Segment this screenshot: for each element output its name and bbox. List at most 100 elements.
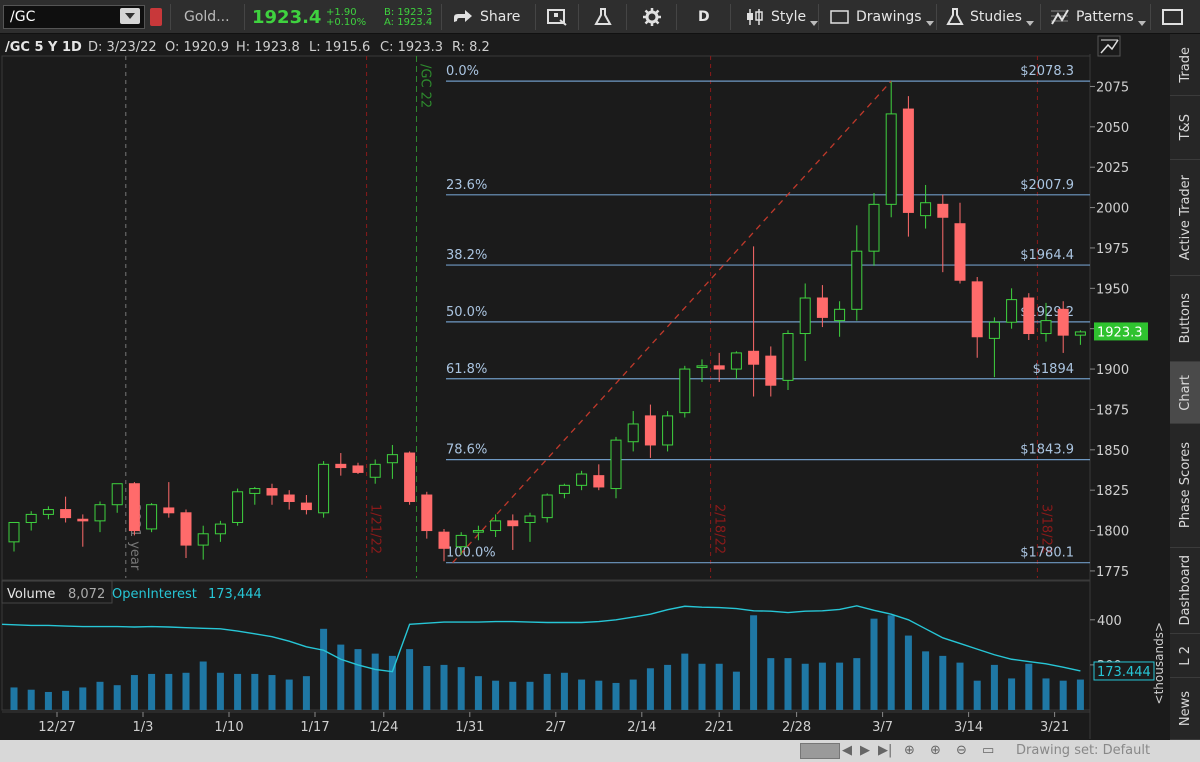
side-tab-phase-scores[interactable]: Phase Scores <box>1170 424 1200 548</box>
candle-body <box>713 365 725 370</box>
maximize-icon <box>1162 9 1183 25</box>
volume-bar <box>853 658 861 710</box>
volume-bar <box>216 672 224 710</box>
vertical-marker-label: /GC 22 <box>417 64 432 108</box>
date-tick-label: 1/17 <box>300 720 329 735</box>
grid-menu-button[interactable] <box>546 0 568 34</box>
patterns-dropdown[interactable]: Patterns <box>1050 0 1146 34</box>
fib-level-price: $2007.9 <box>1020 178 1074 193</box>
volume-bar <box>1059 680 1067 710</box>
price-tick-label: 1825 <box>1096 484 1129 499</box>
date-tick-label: 2/21 <box>705 720 734 735</box>
side-tab-active-trader[interactable]: Active Trader <box>1170 160 1200 276</box>
candle-body <box>730 352 742 370</box>
side-tab-buttons[interactable]: Buttons <box>1170 276 1200 362</box>
side-tab-dashboard[interactable]: Dashboard <box>1170 548 1200 634</box>
volume-bar <box>27 689 35 710</box>
volume-bar <box>268 675 276 710</box>
volume-bar <box>79 687 87 710</box>
volume-bar <box>715 663 723 710</box>
side-tab-t-s[interactable]: T&S <box>1170 96 1200 160</box>
zoom-in-icon[interactable]: ⊕ <box>930 743 941 758</box>
side-tab-news[interactable]: News <box>1170 678 1200 740</box>
flask-button[interactable] <box>594 0 612 34</box>
candle-body <box>576 473 588 486</box>
volume-bar <box>440 664 448 710</box>
drawings-icon <box>830 10 849 24</box>
side-tab-bar: Trade T&S Active Trader Buttons Chart Phase S… <box>1170 34 1200 740</box>
candle-body <box>25 513 37 523</box>
chart-low: L: 1915.6 <box>309 40 370 55</box>
candle-body <box>197 533 209 546</box>
candle-body <box>1074 331 1086 336</box>
candle-body <box>163 507 175 514</box>
fib-level-price: $2078.3 <box>1020 64 1074 79</box>
volume-bar <box>457 667 465 710</box>
open-interest-badge <box>1093 661 1155 681</box>
maximize-button[interactable] <box>1162 0 1184 34</box>
candle-body <box>988 321 1000 339</box>
candle-body <box>421 494 433 532</box>
side-tab-label: Dashboard <box>1177 555 1193 626</box>
candle-body <box>765 355 777 386</box>
symbol-dropdown-button[interactable] <box>120 8 140 24</box>
patterns-label: Patterns <box>1076 9 1134 25</box>
candle-body <box>111 483 123 506</box>
candle-body <box>954 223 966 281</box>
side-tab-chart[interactable]: Chart <box>1170 362 1200 424</box>
volume-bar <box>1042 678 1050 710</box>
candle-body <box>1040 320 1052 335</box>
share-button[interactable]: Share <box>452 0 520 34</box>
candle-body <box>507 520 519 527</box>
studies-dropdown[interactable]: Studies <box>946 0 1034 34</box>
chart-style-icon[interactable] <box>1097 35 1121 57</box>
candle-body <box>266 488 278 496</box>
settings-button[interactable] <box>642 0 662 34</box>
volume-bar <box>320 628 328 710</box>
candle-body <box>490 520 502 532</box>
chart-panel[interactable]: /GC 5 Y 1D D: 3/23/22 O: 1920.9 H: 1923.… <box>0 34 1168 740</box>
volume-value: 8,072 <box>68 587 105 602</box>
candle-body <box>868 203 880 252</box>
volume-bar <box>113 685 121 710</box>
link-icon[interactable] <box>150 8 162 26</box>
drawings-dropdown[interactable]: Drawings <box>830 0 934 34</box>
volume-bar <box>664 664 672 710</box>
pct-change: +0.10% <box>326 17 367 28</box>
current-price-label: 1923.3 <box>1097 325 1143 340</box>
style-dropdown[interactable]: Style <box>745 0 819 34</box>
scroll-end-icon[interactable]: ▶| <box>878 743 893 758</box>
fib-level-percent: 61.8% <box>446 362 487 377</box>
candle-body <box>214 523 226 535</box>
period-dropdown[interactable]: D <box>698 0 710 34</box>
scroll-left-icon[interactable]: ◀ <box>842 743 852 758</box>
scroll-right-icon[interactable]: ▶ <box>860 743 870 758</box>
vertical-marker-label: 1/21/22 <box>368 504 383 554</box>
price-chart[interactable]: /GC 5 Y 1D D: 3/23/22 O: 1920.9 H: 1923.… <box>0 34 1168 740</box>
volume-bar <box>509 681 517 710</box>
candle-body <box>644 415 656 446</box>
open-interest-line <box>1 605 1081 673</box>
side-tab-trade[interactable]: Trade <box>1170 34 1200 96</box>
candle-body <box>42 509 54 515</box>
candles-icon <box>747 9 763 25</box>
drawing-set-label[interactable]: Drawing set: Default <box>1016 743 1151 758</box>
symbol-description: Gold... <box>184 9 230 25</box>
ask-price: A: 1923.4 <box>384 17 433 28</box>
candle-body <box>782 333 794 381</box>
side-tab-l-2[interactable]: L 2 <box>1170 634 1200 678</box>
vertical-marker-label: 3/18/22 <box>1038 504 1053 554</box>
horizontal-scrollbar[interactable] <box>800 743 840 759</box>
volume-bar <box>474 676 482 710</box>
volume-bar <box>784 658 792 710</box>
volume-bar <box>302 676 310 710</box>
drag-icon[interactable]: ▭ <box>982 743 995 758</box>
chart-range: R: 8.2 <box>452 40 490 55</box>
candle-body <box>438 531 450 549</box>
candle-body <box>748 350 760 365</box>
volume-bar <box>148 673 156 710</box>
crosshair-icon[interactable]: ⊕ <box>904 743 915 758</box>
zoom-out-icon[interactable]: ⊖ <box>956 743 967 758</box>
share-label: Share <box>480 9 521 25</box>
volume-bar <box>251 673 259 710</box>
